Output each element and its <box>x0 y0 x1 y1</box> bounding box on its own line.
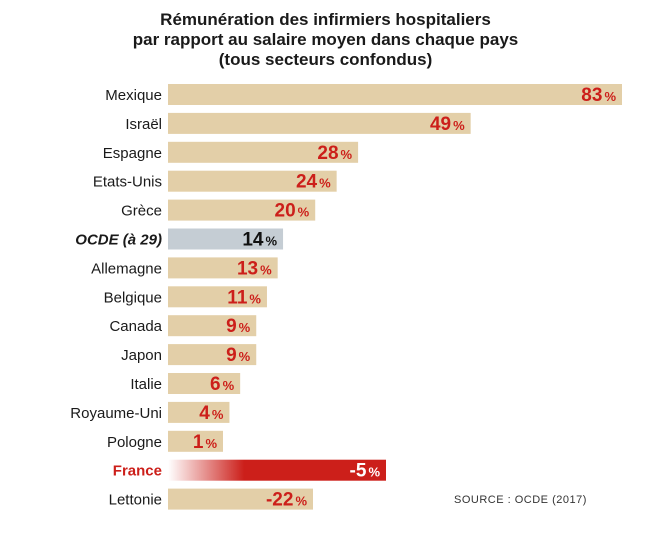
bar-pologne <box>168 430 223 452</box>
category-label-mexique: Mexique <box>105 87 162 104</box>
value-label-canada: 9% <box>226 316 251 337</box>
category-label-isra-l: Israël <box>125 116 162 133</box>
bar-canada <box>168 315 257 337</box>
bar-japon <box>168 344 257 366</box>
category-label-lettonie: Lettonie <box>109 492 162 509</box>
value-label-gr-ce: 20% <box>275 201 310 222</box>
value-label-italie: 6% <box>210 374 235 395</box>
value-label-japon: 9% <box>226 345 251 366</box>
title-line-2: par rapport au salaire moyen dans chaque… <box>132 30 519 49</box>
category-label-ocde-29: OCDE (à 29) <box>75 232 162 249</box>
source-note: SOURCE : OCDE (2017) <box>454 494 587 506</box>
bar-lettonie <box>168 488 313 510</box>
category-label-pologne: Pologne <box>107 434 162 451</box>
bar-allemagne <box>168 257 278 279</box>
value-label-espagne: 28% <box>317 143 352 164</box>
category-label-allemagne: Allemagne <box>91 260 162 277</box>
bar-ocde-29 <box>168 228 284 250</box>
value-label-isra-l: 49% <box>430 114 465 135</box>
category-label-gr-ce: Grèce <box>121 203 162 220</box>
value-label-france: -5% <box>350 461 381 482</box>
category-label-espagne: Espagne <box>103 145 162 162</box>
value-label-belgique: 11% <box>227 287 261 308</box>
category-label-france: France <box>113 463 162 480</box>
bar-italie <box>168 373 241 394</box>
value-label-lettonie: -22% <box>266 490 307 511</box>
title-line-1: Rémunération des infirmiers hospitaliers <box>160 10 491 29</box>
bar-belgique <box>168 286 267 308</box>
category-label-belgique: Belgique <box>104 289 162 306</box>
bar-mexique <box>168 84 622 105</box>
value-label-royaume-uni: 4% <box>199 403 224 424</box>
category-label-japon: Japon <box>121 347 162 364</box>
bar-etats-unis <box>168 170 337 192</box>
category-label-etats-unis: Etats-Unis <box>93 174 162 191</box>
value-label-mexique: 83% <box>581 85 616 106</box>
bar-france <box>168 459 386 481</box>
chart-title: Rémunération des infirmiers hospitaliers… <box>0 10 651 70</box>
value-label-etats-unis: 24% <box>296 172 331 193</box>
bar-espagne <box>168 141 359 163</box>
title-line-3: (tous secteurs confondus) <box>218 50 433 69</box>
value-label-ocde-29: 14% <box>242 230 277 251</box>
category-label-italie: Italie <box>130 376 162 393</box>
bar-royaume-uni <box>168 401 230 423</box>
bar-isra-l <box>168 112 471 134</box>
category-label-royaume-uni: Royaume-Uni <box>70 405 162 422</box>
bar-gr-ce <box>168 199 316 221</box>
value-label-pologne: 1% <box>193 432 218 453</box>
category-label-canada: Canada <box>109 318 162 335</box>
value-label-allemagne: 13% <box>237 258 272 279</box>
